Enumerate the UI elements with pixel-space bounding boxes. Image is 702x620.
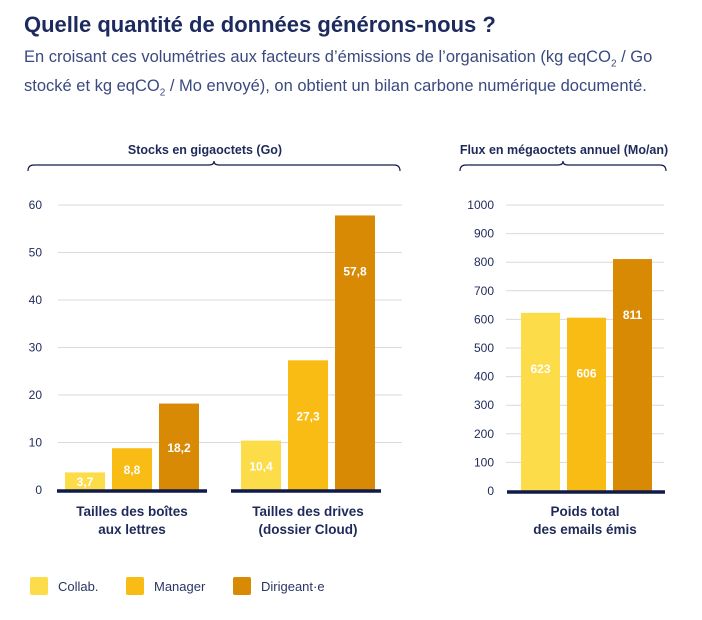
y-tick-label-flux: 300 — [474, 398, 494, 412]
data-label-stocks-0-1: 8,8 — [124, 463, 141, 477]
y-tick-label-flux: 0 — [487, 484, 494, 498]
data-label-stocks-0-0: 3,7 — [77, 475, 94, 489]
bar-flux-0-0 — [521, 312, 560, 491]
legend-item-manager: Manager — [126, 577, 205, 595]
y-tick-label-flux: 100 — [474, 455, 494, 469]
category-label-stocks-0: Tailles des boîtes — [76, 504, 188, 519]
data-label-stocks-1-0: 10,4 — [249, 459, 273, 473]
category-label-flux-0: des emails émis — [533, 522, 637, 537]
data-label-stocks-1-1: 27,3 — [296, 409, 320, 423]
category-label-stocks-1: (dossier Cloud) — [258, 522, 357, 537]
category-label-flux-0: Poids total — [550, 504, 619, 519]
y-tick-label-flux: 600 — [474, 312, 494, 326]
y-tick-label-stocks: 20 — [29, 388, 43, 402]
subtitle-subscript-2: 2 — [159, 87, 166, 99]
legend-swatch-collab — [30, 577, 48, 595]
data-label-flux-0-2: 811 — [623, 308, 643, 322]
legend-swatch-dirigeant — [233, 577, 251, 595]
bar-stocks-1-2 — [335, 215, 375, 490]
subtitle-text-3: / Mo envoyé), on obtient un bilan carbon… — [165, 77, 647, 96]
y-tick-label-stocks: 50 — [29, 246, 43, 260]
data-label-flux-0-1: 606 — [576, 367, 596, 381]
page-title: Quelle quantité de données générons-nous… — [24, 12, 496, 37]
category-label-stocks-1: Tailles des drives — [252, 504, 364, 519]
y-tick-label-flux: 500 — [474, 341, 494, 355]
bar-stocks-1-1 — [288, 360, 328, 490]
chart-brace-flux — [459, 160, 667, 172]
legend-item-dirigeant: Dirigeant·e — [233, 577, 325, 595]
chart-title-flux: Flux en mégaoctets annuel (Mo/an) — [460, 143, 668, 157]
subtitle-text-1: En croisant ces volumétries aux facteurs… — [24, 48, 611, 66]
subtitle-subscript-1: 2 — [610, 58, 617, 70]
y-tick-label-flux: 900 — [474, 227, 494, 241]
chart-brace-stocks — [27, 160, 401, 172]
subtitle-text-2: / Go stocké et kg eqCO — [24, 48, 653, 96]
y-tick-label-flux: 200 — [474, 427, 494, 441]
chart-title-stocks: Stocks en gigaoctets (Go) — [128, 143, 282, 157]
legend-item-collab: Collab. — [30, 577, 98, 595]
data-label-stocks-1-2: 57,8 — [343, 264, 367, 278]
y-tick-label-stocks: 40 — [29, 293, 43, 307]
y-tick-label-flux: 400 — [474, 370, 494, 384]
legend-swatch-manager — [126, 577, 144, 595]
data-label-stocks-0-2: 18,2 — [167, 441, 191, 455]
bar-stocks-0-0 — [65, 472, 105, 490]
bar-stocks-0-2 — [159, 403, 199, 490]
legend-label-manager: Manager — [154, 578, 206, 594]
y-tick-label-stocks: 30 — [29, 341, 43, 355]
bar-flux-0-1 — [567, 317, 606, 491]
data-label-flux-0-0: 623 — [530, 362, 550, 376]
legend-label-collab: Collab. — [58, 578, 99, 594]
category-label-stocks-0: aux lettres — [98, 522, 166, 537]
page-subtitle: En croisant ces volumétries aux facteurs… — [24, 46, 694, 105]
bar-stocks-0-1 — [112, 448, 152, 490]
bar-flux-0-2 — [613, 259, 652, 491]
y-tick-label-flux: 700 — [474, 284, 494, 298]
bar-stocks-1-0 — [241, 440, 281, 490]
y-tick-label-flux: 1000 — [467, 198, 494, 212]
y-tick-label-stocks: 60 — [29, 198, 43, 212]
y-tick-label-stocks: 0 — [35, 483, 42, 497]
legend-label-dirigeant: Dirigeant·e — [261, 578, 325, 594]
y-tick-label-stocks: 10 — [29, 436, 43, 450]
y-tick-label-flux: 800 — [474, 255, 494, 269]
